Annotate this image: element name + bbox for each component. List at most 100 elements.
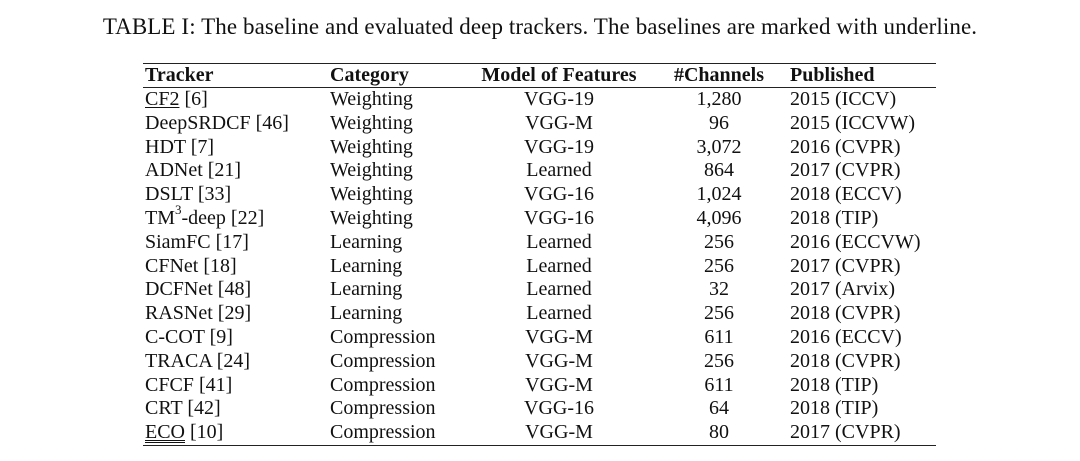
cell-published: 2016 (ECCV) bbox=[790, 325, 902, 348]
tracker-reference: [10] bbox=[185, 421, 224, 444]
tracker-name: C-COT bbox=[145, 325, 205, 348]
cell-model-of-features: VGG-16 bbox=[524, 397, 594, 420]
cell-published: 2017 (CVPR) bbox=[790, 254, 901, 277]
tracker-reference: [7] bbox=[185, 135, 215, 158]
table-row: CRT [42] Compression VGG-16 64 2018 (TIP) bbox=[143, 397, 936, 421]
table-caption: TABLE I: The baseline and evaluated deep… bbox=[102, 14, 978, 39]
table-row: C-COT [9] Compression VGG-M 611 2016 (ECCV) bbox=[143, 326, 936, 350]
cell-channels: 96 bbox=[709, 111, 729, 134]
cell-tracker: CF2 [6] bbox=[143, 88, 328, 112]
cell-model-of-features: Learned bbox=[526, 278, 592, 301]
table-row: ECO [10] Compression VGG-M 80 2017 (CVPR) bbox=[143, 421, 936, 446]
table-row: ADNet [21] Weighting Learned 864 2017 (CVPR) bbox=[143, 159, 936, 183]
tracker-name-suffix: -deep bbox=[181, 206, 226, 229]
header-model-of-features: Model of Features bbox=[468, 63, 648, 88]
cell-model-of-features: Learned bbox=[526, 254, 592, 277]
cell-model-of-features: VGG-19 bbox=[524, 135, 594, 158]
cell-model-of-features: Learned bbox=[526, 159, 592, 182]
cell-published: 2016 (ECCVW) bbox=[790, 230, 921, 253]
cell-category: Compression bbox=[330, 325, 436, 348]
cell-channels: 32 bbox=[709, 278, 729, 301]
table-body: CF2 [6] Weighting VGG-19 1,280 2015 (ICCV) De… bbox=[143, 88, 936, 446]
table-row: DeepSRDCF [46] Weighting VGG-M 96 2015 (ICCV… bbox=[143, 112, 936, 136]
cell-model-of-features: VGG-M bbox=[525, 325, 593, 348]
table-row: DSLT [33] Weighting VGG-16 1,024 2018 (ECCV) bbox=[143, 183, 936, 207]
tracker-reference: [18] bbox=[198, 254, 237, 277]
header-category: Category bbox=[328, 63, 468, 88]
cell-tracker: SiamFC [17] bbox=[143, 231, 328, 255]
cell-category: Weighting bbox=[330, 159, 413, 182]
cell-tracker: ADNet [21] bbox=[143, 159, 328, 183]
cell-published: 2018 (ECCV) bbox=[790, 183, 902, 206]
cell-model-of-features: VGG-M bbox=[525, 373, 593, 396]
tracker-reference: [24] bbox=[211, 349, 251, 372]
cell-category: Compression bbox=[330, 349, 436, 372]
tracker-reference: [42] bbox=[182, 397, 221, 420]
table-row: CF2 [6] Weighting VGG-19 1,280 2015 (ICCV) bbox=[143, 88, 936, 112]
header-tracker: Tracker bbox=[143, 63, 328, 88]
cell-tracker: C-COT [9] bbox=[143, 326, 328, 350]
tracker-superscript: 3 bbox=[175, 202, 182, 218]
cell-category: Weighting bbox=[330, 206, 413, 229]
cell-tracker: RASNet [29] bbox=[143, 302, 328, 326]
cell-category: Weighting bbox=[330, 183, 413, 206]
cell-tracker: ECO [10] bbox=[143, 421, 328, 446]
cell-model-of-features: Learned bbox=[526, 302, 592, 325]
cell-model-of-features: VGG-16 bbox=[524, 183, 594, 206]
cell-category: Learning bbox=[330, 278, 403, 301]
header-published: Published bbox=[788, 63, 936, 88]
cell-published: 2017 (CVPR) bbox=[788, 421, 936, 446]
tracker-reference: [46] bbox=[250, 111, 289, 134]
cell-category: Weighting bbox=[330, 111, 413, 134]
cell-channels: 3,072 bbox=[696, 135, 742, 158]
tracker-name: DCFNet bbox=[145, 278, 213, 301]
tracker-reference: [17] bbox=[210, 230, 249, 253]
cell-channels: 256 bbox=[704, 349, 734, 372]
cell-published: 2015 (ICCV) bbox=[790, 88, 897, 110]
tracker-name: DSLT bbox=[145, 183, 193, 206]
cell-tracker: TM3-deep [22] bbox=[143, 203, 328, 231]
table-row: TRACA [24] Compression VGG-M 256 2018 (CVPR) bbox=[143, 350, 936, 374]
cell-channels: 611 bbox=[704, 373, 734, 396]
cell-channels: 256 bbox=[704, 230, 734, 253]
tracker-reference: [41] bbox=[193, 373, 233, 396]
cell-published: 2018 (TIP) bbox=[790, 373, 879, 396]
tracker-name: RASNet bbox=[145, 302, 213, 325]
cell-category: Weighting bbox=[330, 135, 413, 158]
cell-category: Learning bbox=[330, 254, 403, 277]
cell-channels: 1,280 bbox=[696, 88, 742, 110]
table-row: CFCF [41] Compression VGG-M 611 2018 (TIP) bbox=[143, 374, 936, 398]
cell-channels: 80 bbox=[648, 421, 788, 446]
cell-tracker: DCFNet [48] bbox=[143, 278, 328, 302]
cell-tracker: DSLT [33] bbox=[143, 183, 328, 207]
cell-model-of-features: Learned bbox=[526, 230, 592, 253]
cell-category: Learning bbox=[330, 230, 403, 253]
table-row: CFNet [18] Learning Learned 256 2017 (CVPR) bbox=[143, 255, 936, 279]
cell-tracker: CFNet [18] bbox=[143, 255, 328, 279]
cell-published: 2016 (CVPR) bbox=[790, 135, 901, 158]
tracker-name: CFCF bbox=[145, 373, 194, 396]
table-row: TM3-deep [22] Weighting VGG-16 4,096 2018 (T… bbox=[143, 203, 936, 231]
cell-category: Weighting bbox=[330, 88, 413, 110]
cell-published: 2017 (Arvix) bbox=[790, 278, 895, 301]
cell-published: 2018 (CVPR) bbox=[790, 349, 901, 372]
cell-channels: 4,096 bbox=[696, 206, 742, 229]
cell-published: 2015 (ICCVW) bbox=[790, 111, 915, 134]
cell-tracker: DeepSRDCF [46] bbox=[143, 112, 328, 136]
cell-channels: 256 bbox=[704, 302, 734, 325]
cell-category: Compression bbox=[330, 373, 436, 396]
tracker-name: CFNet bbox=[145, 254, 199, 277]
tracker-name: CRT bbox=[145, 397, 183, 420]
tracker-reference: [9] bbox=[204, 325, 233, 348]
cell-category: Compression bbox=[330, 397, 436, 420]
cell-tracker: TRACA [24] bbox=[143, 350, 328, 374]
tracker-name: TRACA bbox=[145, 349, 212, 372]
header-channels: #Channels bbox=[648, 63, 788, 88]
cell-model-of-features: VGG-M bbox=[468, 421, 648, 446]
tracker-name: SiamFC bbox=[145, 230, 211, 253]
cell-channels: 64 bbox=[709, 397, 729, 420]
cell-channels: 256 bbox=[704, 254, 734, 277]
cell-tracker: CFCF [41] bbox=[143, 374, 328, 398]
cell-tracker: HDT [7] bbox=[143, 136, 328, 160]
cell-published: 2018 (TIP) bbox=[790, 397, 879, 420]
